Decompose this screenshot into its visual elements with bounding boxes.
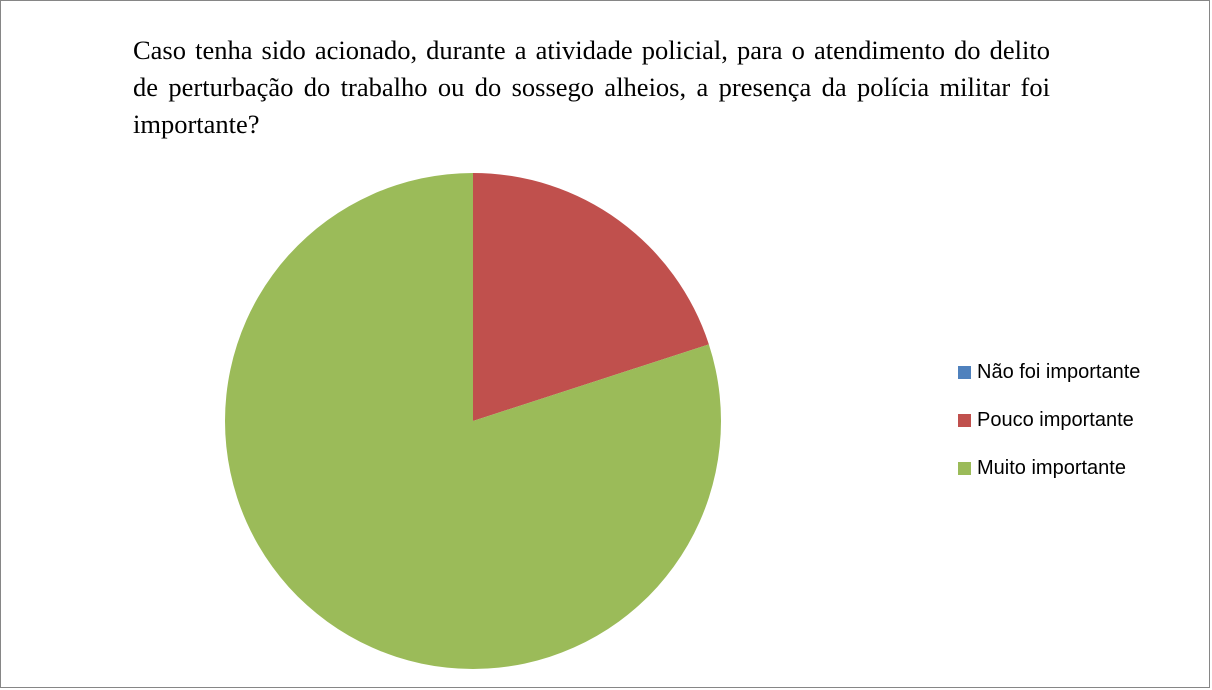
legend-swatch	[958, 365, 971, 379]
pie-slice-muito-importante	[224, 172, 721, 669]
legend-item-nao-foi-importante: Não foi importante	[958, 362, 1140, 382]
pie-slice-pouco-importante	[473, 173, 709, 421]
legend-label: Muito importante	[977, 457, 1126, 479]
legend-item-muito-importante: Muito importante	[958, 458, 1140, 478]
chart-title: Caso tenha sido acionado, durante a ativ…	[133, 35, 1050, 139]
legend-item-pouco-importante: Pouco importante	[958, 410, 1140, 430]
legend-swatch	[958, 413, 971, 427]
legend: Não foi importante Pouco importante Muit…	[958, 362, 1140, 506]
legend-label: Pouco importante	[977, 409, 1134, 431]
legend-label: Não foi importante	[977, 361, 1141, 383]
legend-swatch	[958, 461, 971, 475]
